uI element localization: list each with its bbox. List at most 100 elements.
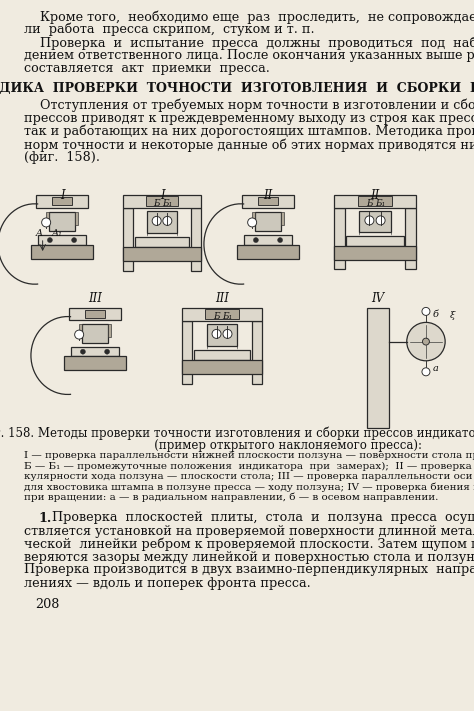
Bar <box>36 195 88 208</box>
Bar <box>82 324 108 343</box>
Text: Проверка  плоскостей  плиты,  стола  и  ползуна  пресса  осуще-: Проверка плоскостей плиты, стола и ползу… <box>52 511 474 525</box>
Text: IV: IV <box>372 292 384 305</box>
Text: составляется  акт  приемки  пресса.: составляется акт приемки пресса. <box>24 62 270 75</box>
Text: III: III <box>88 292 102 305</box>
Circle shape <box>81 349 85 354</box>
Text: ли  работа  пресса скрипом,  стуком и т. п.: ли работа пресса скрипом, стуком и т. п. <box>24 23 315 36</box>
Text: II: II <box>264 189 273 202</box>
Bar <box>182 360 262 374</box>
Text: II: II <box>370 189 380 202</box>
Text: Отступления от требуемых норм точности в изготовлении и сборке: Отступления от требуемых норм точности в… <box>24 99 474 112</box>
Circle shape <box>223 329 232 338</box>
Bar <box>108 324 111 338</box>
Bar <box>182 308 262 321</box>
Circle shape <box>407 322 445 360</box>
Bar <box>38 235 86 245</box>
Bar <box>358 196 392 205</box>
Text: Фиг. 158. Методы проверки точности изготовления и сборки прессов индикатором: Фиг. 158. Методы проверки точности изгот… <box>0 427 474 441</box>
Text: кулярности хода ползуна — плоскости стола; III — проверка параллельности оси отв: кулярности хода ползуна — плоскости стол… <box>24 472 474 481</box>
Text: дением ответственного лица. После окончания указанных выше работ: дением ответственного лица. После оконча… <box>24 49 474 63</box>
Bar <box>135 237 189 247</box>
Circle shape <box>47 237 53 242</box>
Circle shape <box>247 218 256 227</box>
Bar <box>252 321 262 384</box>
Bar <box>75 212 78 225</box>
Bar <box>281 212 284 225</box>
Text: при вращении: a — в радиальном направлении, б — в осевом направлении.: при вращении: a — в радиальном направлен… <box>24 493 438 503</box>
Bar <box>405 208 416 269</box>
Text: Б: Б <box>366 198 373 208</box>
Bar <box>123 247 201 261</box>
Text: I: I <box>160 189 164 202</box>
Circle shape <box>376 216 385 225</box>
Text: (пример открытого наклоняемого пресса):: (пример открытого наклоняемого пресса): <box>54 439 422 452</box>
Bar <box>194 350 250 360</box>
Text: A: A <box>36 229 43 238</box>
Circle shape <box>212 329 221 338</box>
Text: 1.: 1. <box>38 511 51 525</box>
Text: норм точности и некоторые данные об этих нормах приводятся ниже: норм точности и некоторые данные об этих… <box>24 138 474 151</box>
Circle shape <box>254 237 258 242</box>
Text: б: б <box>433 310 439 319</box>
Circle shape <box>278 237 283 242</box>
Circle shape <box>365 216 374 225</box>
Text: 208: 208 <box>35 597 59 611</box>
Text: ческой  линейки ребром к проверяемой плоскости. Затем щупом про-: ческой линейки ребром к проверяемой плос… <box>24 538 474 551</box>
Bar <box>69 308 121 321</box>
Bar <box>334 195 416 208</box>
Circle shape <box>75 330 83 339</box>
Text: веряются зазоры между линейкой и поверхностью стола и ползуна.: веряются зазоры между линейкой и поверхн… <box>24 550 474 564</box>
Bar <box>31 245 93 259</box>
Circle shape <box>163 216 172 225</box>
Text: Б₁: Б₁ <box>222 312 233 321</box>
Bar <box>334 208 345 269</box>
Bar <box>252 212 255 225</box>
Text: ξ: ξ <box>450 311 456 320</box>
Circle shape <box>42 218 51 227</box>
Bar <box>123 208 133 271</box>
Bar <box>346 236 404 246</box>
Text: прессов приводят к преждевременному выходу из строя как прессов,: прессов приводят к преждевременному выхо… <box>24 112 474 125</box>
Bar <box>49 212 75 231</box>
Text: так и работающих на них дорогостоящих штампов. Методика проверки: так и работающих на них дорогостоящих шт… <box>24 125 474 139</box>
Bar <box>123 195 201 208</box>
Circle shape <box>422 338 429 345</box>
Circle shape <box>422 368 430 376</box>
Text: Б: Б <box>213 312 220 321</box>
Bar <box>191 208 201 271</box>
Bar <box>207 324 237 346</box>
Text: I: I <box>60 189 64 202</box>
Text: 2.  МЕТОДИКА  ПРОВЕРКИ  ТОЧНОСТИ  ИЗГОТОВЛЕНИЯ  И  СБОРКИ  ПРЕССОВ: 2. МЕТОДИКА ПРОВЕРКИ ТОЧНОСТИ ИЗГОТОВЛЕН… <box>0 82 474 95</box>
Text: лениях — вдоль и поперек фронта пресса.: лениях — вдоль и поперек фронта пресса. <box>24 577 311 589</box>
Text: для хвостовика штампа в ползуне пресса — ходу ползуна; IV — проверка биения махо: для хвостовика штампа в ползуне пресса —… <box>24 483 474 492</box>
Text: Кроме того,  необходимо еще  раз  проследить,  не сопровождается: Кроме того, необходимо еще раз проследит… <box>24 10 474 23</box>
Bar <box>52 197 72 205</box>
Text: Б₁: Б₁ <box>375 198 386 208</box>
Bar <box>258 197 278 205</box>
Bar <box>244 235 292 245</box>
Bar <box>334 246 416 260</box>
Text: I — проверка параллельности нижней плоскости ползуна — поверхности стола пресса : I — проверка параллельности нижней плоск… <box>24 451 474 460</box>
Text: Б: Б <box>154 199 160 208</box>
Bar <box>359 210 391 232</box>
Bar <box>237 245 299 259</box>
Text: Б — Б₁ — промежуточные положения  индикатора  при  замерах);  II — проверка перп: Б — Б₁ — промежуточные положения индикат… <box>24 461 474 471</box>
Text: A₁: A₁ <box>52 229 62 238</box>
Text: Проверка  и  испытание  пресса  должны  проводиться  под  наблю-: Проверка и испытание пресса должны прово… <box>24 36 474 50</box>
Text: (фиг.  158).: (фиг. 158). <box>24 151 100 164</box>
Text: III: III <box>215 292 229 305</box>
Text: ствляется установкой на проверяемой поверхности длинной металли-: ствляется установкой на проверяемой пове… <box>24 525 474 538</box>
Bar <box>182 321 192 384</box>
Bar <box>255 212 281 231</box>
Bar <box>71 347 119 356</box>
Bar <box>367 308 389 428</box>
Circle shape <box>105 349 109 354</box>
Bar <box>205 309 239 319</box>
Text: Б₁: Б₁ <box>162 199 173 208</box>
Bar <box>146 196 178 206</box>
Circle shape <box>72 237 77 242</box>
Bar <box>46 212 49 225</box>
Bar <box>242 195 294 208</box>
Circle shape <box>422 307 430 316</box>
Bar <box>85 310 105 318</box>
